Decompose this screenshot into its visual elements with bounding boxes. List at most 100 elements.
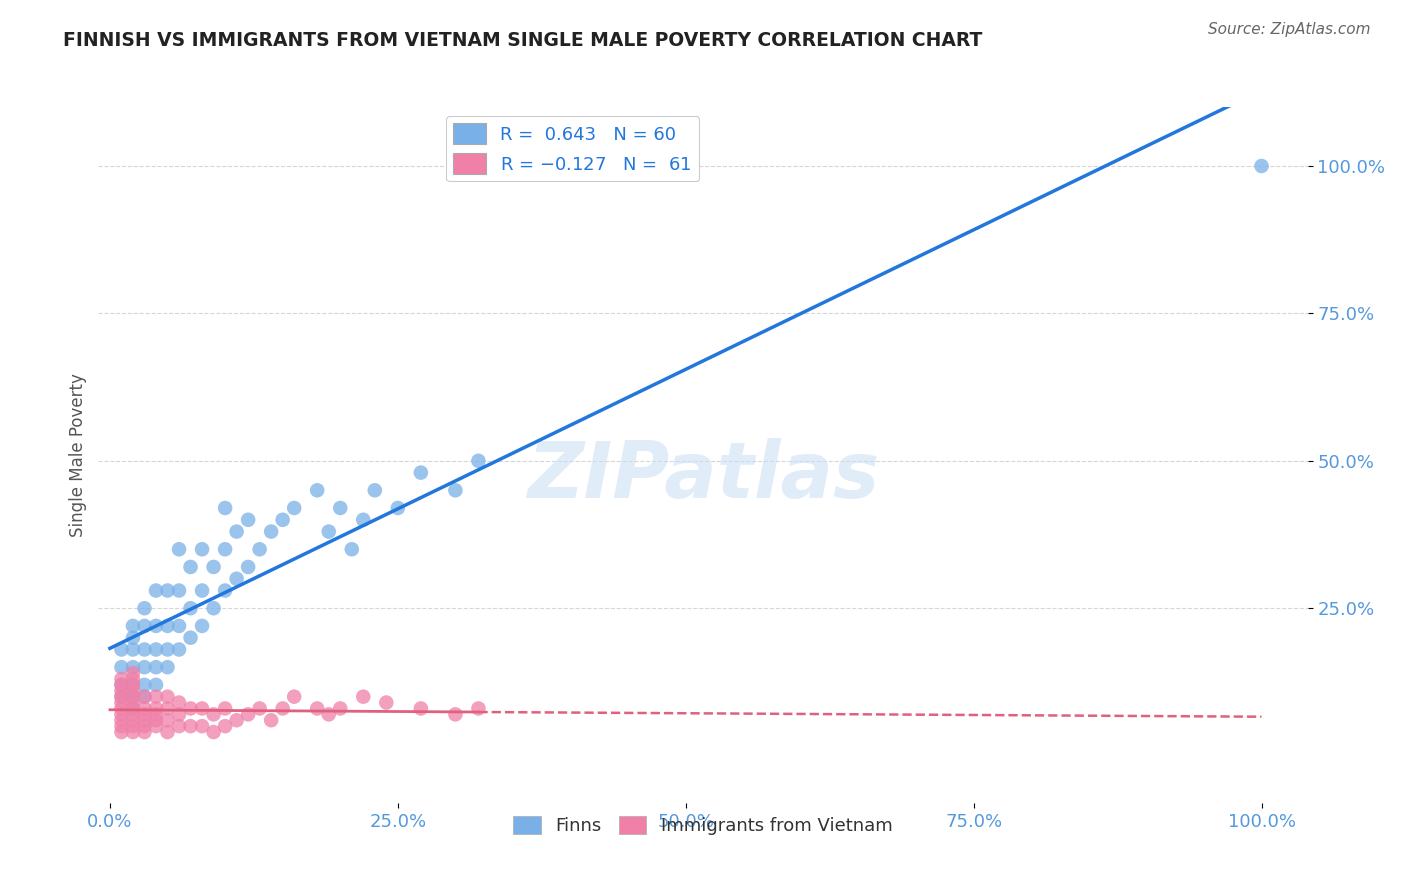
Point [156, 619, 179, 633]
Point [110, 678, 132, 692]
Point [352, 690, 374, 704]
Point [122, 690, 145, 704]
Point [236, 707, 259, 722]
Point [145, 619, 167, 633]
Point [214, 500, 236, 515]
Point [191, 542, 214, 557]
Point [283, 500, 305, 515]
Point [110, 719, 132, 733]
Point [225, 524, 247, 539]
Point [145, 678, 167, 692]
Point [122, 701, 145, 715]
Point [134, 642, 156, 657]
Point [283, 690, 305, 704]
Point [145, 583, 167, 598]
Text: Source: ZipAtlas.com: Source: ZipAtlas.com [1208, 22, 1371, 37]
Point [145, 701, 167, 715]
Point [167, 583, 190, 598]
Point [180, 601, 202, 615]
Point [167, 619, 190, 633]
Point [110, 725, 132, 739]
Point [145, 690, 167, 704]
Point [214, 583, 236, 598]
Point [191, 701, 214, 715]
Point [110, 713, 132, 727]
Point [122, 719, 145, 733]
Point [156, 642, 179, 657]
Point [191, 719, 214, 733]
Point [122, 683, 145, 698]
Point [134, 660, 156, 674]
Point [122, 660, 145, 674]
Point [202, 560, 225, 574]
Point [145, 642, 167, 657]
Point [134, 713, 156, 727]
Point [167, 642, 190, 657]
Point [180, 701, 202, 715]
Point [375, 696, 398, 710]
Point [156, 660, 179, 674]
Point [134, 678, 156, 692]
Point [444, 483, 467, 498]
Point [134, 619, 156, 633]
Point [307, 701, 329, 715]
Point [225, 713, 247, 727]
Point [191, 583, 214, 598]
Point [214, 719, 236, 733]
Point [271, 701, 294, 715]
Point [249, 701, 271, 715]
Point [271, 513, 294, 527]
Point [122, 678, 145, 692]
Text: ZIPatlas: ZIPatlas [527, 438, 879, 514]
Point [329, 500, 352, 515]
Y-axis label: Single Male Poverty: Single Male Poverty [69, 373, 87, 537]
Point [202, 601, 225, 615]
Point [225, 572, 247, 586]
Point [214, 542, 236, 557]
Point [110, 690, 132, 704]
Point [202, 725, 225, 739]
Point [110, 678, 132, 692]
Point [122, 619, 145, 633]
Point [236, 513, 259, 527]
Point [110, 701, 132, 715]
Point [145, 660, 167, 674]
Point [122, 642, 145, 657]
Point [145, 707, 167, 722]
Point [180, 631, 202, 645]
Point [134, 701, 156, 715]
Point [329, 701, 352, 715]
Point [260, 524, 283, 539]
Point [318, 707, 340, 722]
Point [122, 713, 145, 727]
Point [387, 500, 409, 515]
Point [122, 678, 145, 692]
Point [364, 483, 387, 498]
Point [467, 701, 489, 715]
Point [110, 696, 132, 710]
Point [134, 707, 156, 722]
Point [122, 696, 145, 710]
Point [145, 719, 167, 733]
Point [236, 560, 259, 574]
Point [409, 466, 432, 480]
Text: FINNISH VS IMMIGRANTS FROM VIETNAM SINGLE MALE POVERTY CORRELATION CHART: FINNISH VS IMMIGRANTS FROM VIETNAM SINGL… [63, 31, 983, 50]
Point [122, 666, 145, 681]
Point [156, 725, 179, 739]
Point [180, 719, 202, 733]
Point [156, 701, 179, 715]
Point [409, 701, 432, 715]
Point [110, 660, 132, 674]
Legend: Finns, Immigrants from Vietnam: Finns, Immigrants from Vietnam [506, 809, 900, 842]
Point [167, 542, 190, 557]
Point [180, 560, 202, 574]
Point [156, 713, 179, 727]
Point [110, 690, 132, 704]
Point [167, 707, 190, 722]
Point [134, 601, 156, 615]
Point [122, 707, 145, 722]
Point [134, 725, 156, 739]
Point [110, 672, 132, 686]
Point [110, 707, 132, 722]
Point [122, 672, 145, 686]
